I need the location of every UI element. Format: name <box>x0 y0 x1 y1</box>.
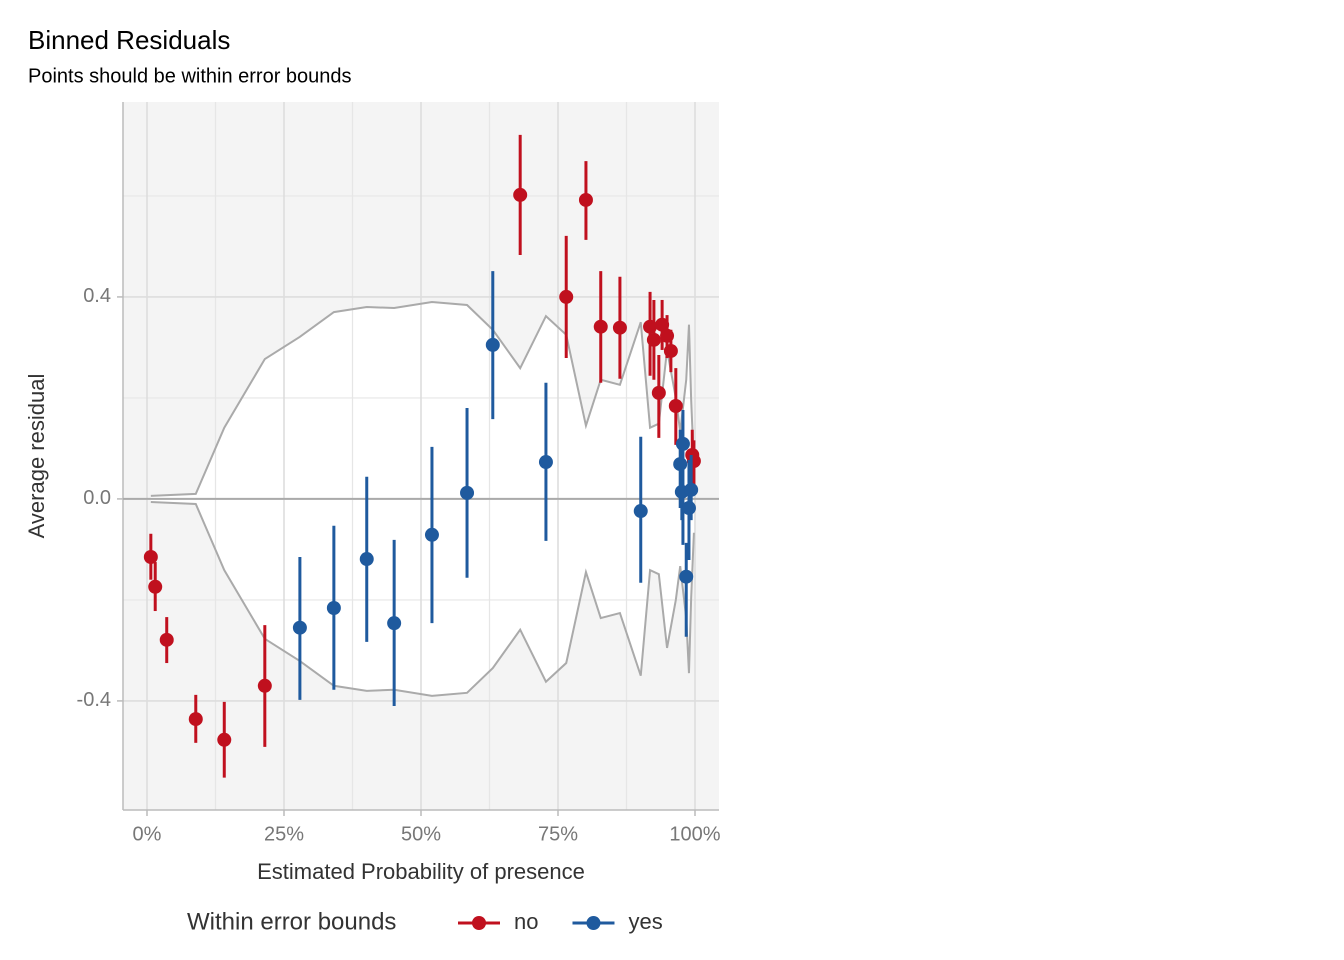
point <box>675 436 690 451</box>
x-tick-label: 50% <box>401 823 441 845</box>
y-tick-label: 0.4 <box>83 285 111 307</box>
x-tick-label: 0% <box>133 823 162 845</box>
point <box>143 549 158 564</box>
point <box>660 328 675 343</box>
point <box>673 457 688 472</box>
point <box>684 482 699 497</box>
point <box>188 712 203 727</box>
point <box>359 552 374 567</box>
legend-title: Within error bounds <box>187 908 396 935</box>
point <box>668 399 683 414</box>
x-tick-label: 100% <box>669 823 720 845</box>
point <box>148 579 163 594</box>
point <box>538 455 553 470</box>
point <box>559 289 574 304</box>
point <box>663 343 678 358</box>
point <box>513 187 528 202</box>
point <box>681 501 696 516</box>
point <box>424 527 439 542</box>
legend-key-point <box>586 916 601 930</box>
point <box>655 317 670 332</box>
legend-label: yes <box>628 909 662 934</box>
point <box>460 485 475 500</box>
chart-title: Binned Residuals <box>28 25 230 55</box>
point <box>292 620 307 635</box>
x-axis-label: Estimated Probability of presence <box>257 859 585 884</box>
point <box>651 385 666 400</box>
point <box>646 332 661 347</box>
point <box>633 504 648 519</box>
x-tick-label: 25% <box>264 823 304 845</box>
point <box>217 732 232 747</box>
point <box>485 337 500 352</box>
x-tick-label: 75% <box>538 823 578 845</box>
point <box>679 569 694 584</box>
y-tick-label: -0.4 <box>77 689 111 711</box>
point <box>159 632 174 647</box>
point <box>593 319 608 334</box>
point <box>643 319 658 334</box>
legend-label: no <box>514 909 538 934</box>
point <box>326 601 341 616</box>
y-axis-label: Average residual <box>24 374 49 539</box>
bound-line <box>150 500 695 697</box>
legend-key-point <box>472 916 486 930</box>
point <box>612 320 627 335</box>
point <box>387 616 402 631</box>
y-tick-label: 0.0 <box>83 487 111 509</box>
point <box>578 192 593 207</box>
chart-subtitle: Points should be within error bounds <box>28 65 352 87</box>
point <box>257 678 272 693</box>
